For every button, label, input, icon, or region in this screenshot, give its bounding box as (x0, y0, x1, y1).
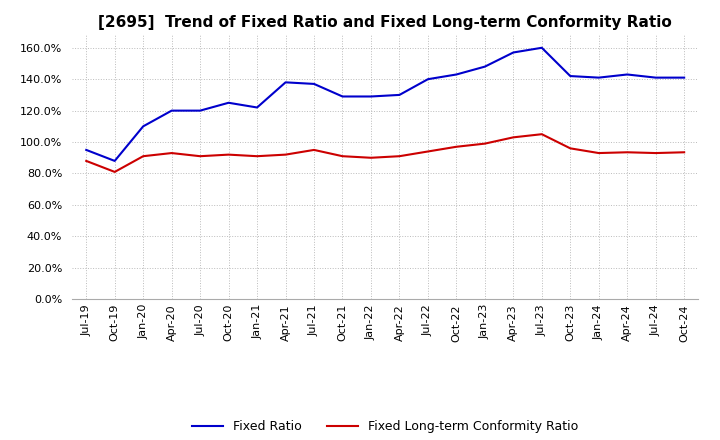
Fixed Ratio (395, 92, 404, 98)
Fixed Long-term Conformity Ratio (452, 144, 461, 150)
Fixed Long-term Conformity Ratio (366, 155, 375, 161)
Fixed Long-term Conformity Ratio (423, 149, 432, 154)
Fixed Long-term Conformity Ratio (480, 141, 489, 146)
Fixed Ratio (225, 100, 233, 106)
Fixed Long-term Conformity Ratio (310, 147, 318, 153)
Fixed Ratio (82, 147, 91, 153)
Fixed Ratio (452, 72, 461, 77)
Fixed Long-term Conformity Ratio (680, 150, 688, 155)
Line: Fixed Long-term Conformity Ratio: Fixed Long-term Conformity Ratio (86, 134, 684, 172)
Fixed Ratio (623, 72, 631, 77)
Fixed Long-term Conformity Ratio (253, 154, 261, 159)
Fixed Ratio (595, 75, 603, 80)
Fixed Long-term Conformity Ratio (139, 154, 148, 159)
Fixed Ratio (652, 75, 660, 80)
Fixed Ratio (566, 73, 575, 79)
Fixed Long-term Conformity Ratio (282, 152, 290, 157)
Fixed Ratio (110, 158, 119, 164)
Fixed Long-term Conformity Ratio (196, 154, 204, 159)
Fixed Ratio (480, 64, 489, 69)
Fixed Long-term Conformity Ratio (566, 146, 575, 151)
Fixed Long-term Conformity Ratio (652, 150, 660, 156)
Fixed Ratio (423, 77, 432, 82)
Fixed Ratio (282, 80, 290, 85)
Fixed Ratio (366, 94, 375, 99)
Fixed Long-term Conformity Ratio (623, 150, 631, 155)
Fixed Long-term Conformity Ratio (509, 135, 518, 140)
Fixed Long-term Conformity Ratio (395, 154, 404, 159)
Fixed Long-term Conformity Ratio (82, 158, 91, 164)
Fixed Ratio (167, 108, 176, 113)
Fixed Long-term Conformity Ratio (338, 154, 347, 159)
Fixed Ratio (509, 50, 518, 55)
Title: [2695]  Trend of Fixed Ratio and Fixed Long-term Conformity Ratio: [2695] Trend of Fixed Ratio and Fixed Lo… (99, 15, 672, 30)
Fixed Long-term Conformity Ratio (537, 132, 546, 137)
Fixed Ratio (196, 108, 204, 113)
Fixed Ratio (338, 94, 347, 99)
Fixed Ratio (680, 75, 688, 80)
Fixed Ratio (253, 105, 261, 110)
Fixed Long-term Conformity Ratio (595, 150, 603, 156)
Legend: Fixed Ratio, Fixed Long-term Conformity Ratio: Fixed Ratio, Fixed Long-term Conformity … (187, 415, 583, 438)
Fixed Long-term Conformity Ratio (225, 152, 233, 157)
Fixed Ratio (537, 45, 546, 51)
Fixed Ratio (310, 81, 318, 87)
Fixed Long-term Conformity Ratio (167, 150, 176, 156)
Fixed Ratio (139, 124, 148, 129)
Fixed Long-term Conformity Ratio (110, 169, 119, 175)
Line: Fixed Ratio: Fixed Ratio (86, 48, 684, 161)
